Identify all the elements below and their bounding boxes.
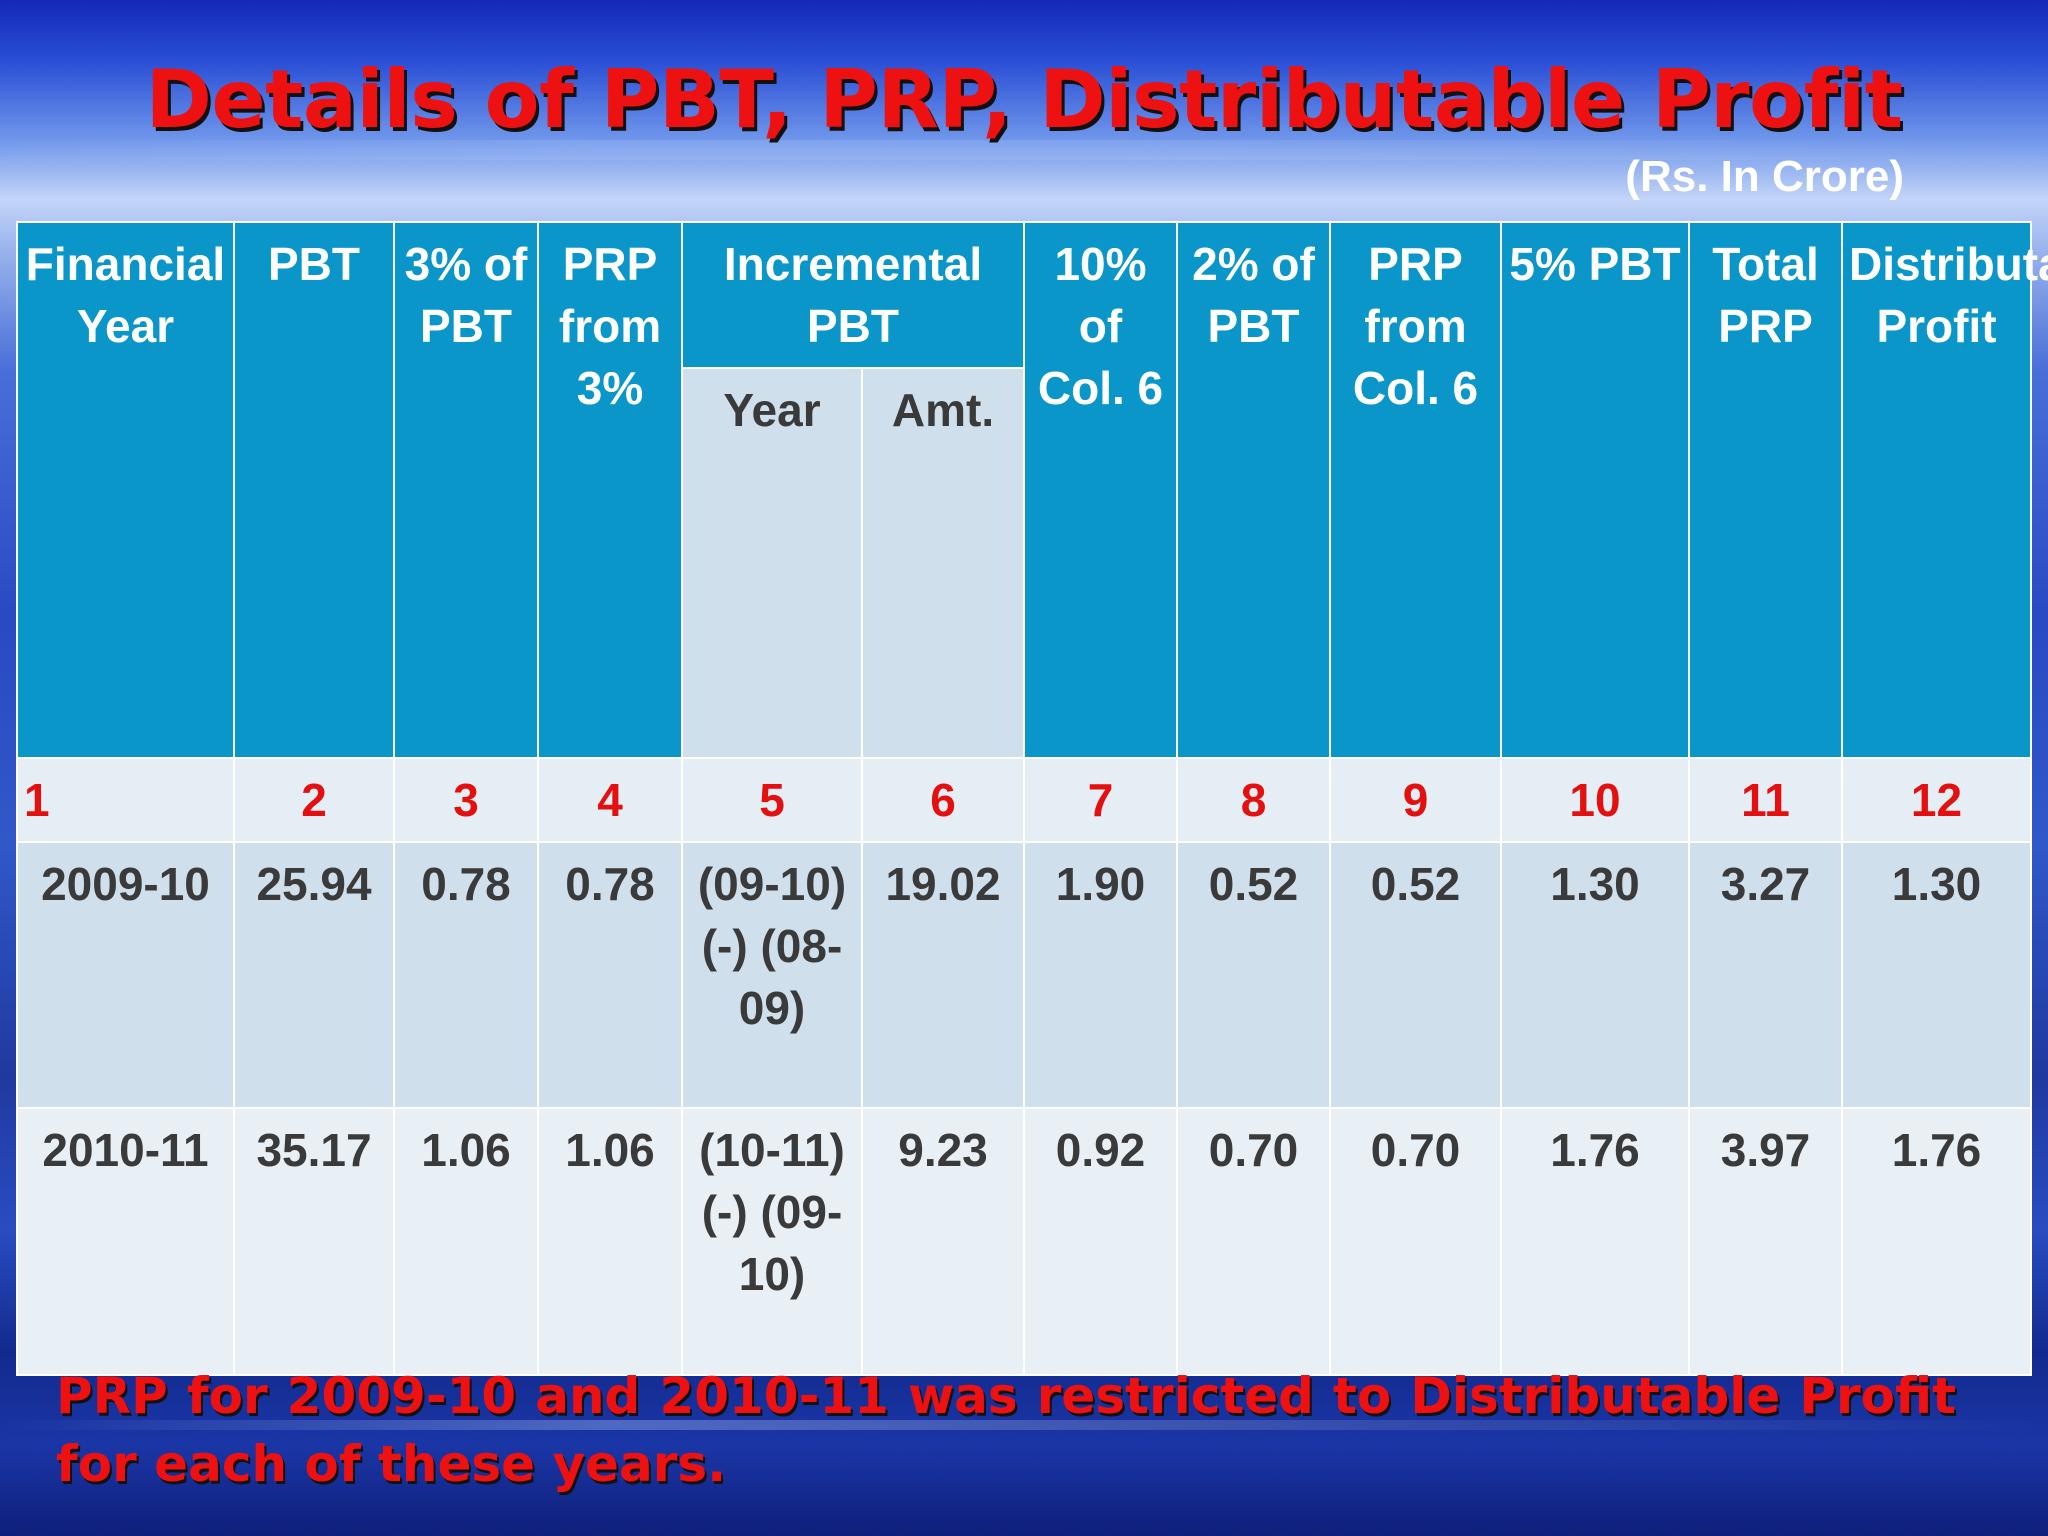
header-10pct-of-col6: 10% of Col. 6 [1023,221,1178,759]
header-5pct-pbt: 5% PBT [1500,221,1690,759]
header-2pct-of-pbt: 2% of PBT [1176,221,1331,759]
subheader-year: Year [681,367,863,759]
column-number: 5 [681,757,863,843]
background-streak [0,1420,2048,1430]
header-incremental-pbt: Incremental PBT [681,221,1025,369]
cell-2pct-of-pbt: 0.52 [1176,841,1331,1109]
cell-financial-year: 2010-11 [16,1107,235,1376]
header-prp-from-3pct: PRP from 3% [537,221,683,759]
column-number: 4 [537,757,683,843]
header-row: Financial Year PBT 3% of PBT PRP from 3%… [16,221,2048,759]
column-number-row: 1 2 3 4 5 6 7 8 9 10 11 12 [16,757,2032,843]
column-number: 10 [1500,757,1690,843]
cell-distributable-profit: 1.76 [1841,1107,2032,1376]
cell-incremental-amt: 19.02 [861,841,1025,1109]
cell-financial-year: 2009-10 [16,841,235,1109]
cell-10pct-of-col6: 0.92 [1023,1107,1178,1376]
subheader-row: Year Amt. [17,367,2031,759]
cell-total-prp: 3.27 [1688,841,1843,1109]
background-streak [0,140,2048,160]
cell-prp-from-col6: 0.70 [1329,1107,1502,1376]
subheader-amt: Amt. [861,367,1025,759]
footnote: PRP for 2009-10 and 2010-11 was restrict… [56,1367,1956,1493]
column-number: 3 [393,757,539,843]
table-row: 2009-10 25.94 0.78 0.78 (09-10) (-) (08-… [16,841,2032,1109]
column-number: 9 [1329,757,1502,843]
column-number: 2 [233,757,395,843]
header-financial-year: Financial Year [16,221,235,759]
header-3pct-of-pbt: 3% of PBT [393,221,539,759]
column-number: 6 [861,757,1025,843]
column-number: 11 [1688,757,1843,843]
unit-label: (Rs. In Crore) [1625,152,1904,201]
cell-3pct-of-pbt: 0.78 [393,841,539,1109]
column-number: 7 [1023,757,1178,843]
cell-incremental-year: (09-10) (-) (08-09) [681,841,863,1109]
cell-pbt: 35.17 [233,1107,395,1376]
cell-3pct-of-pbt: 1.06 [393,1107,539,1376]
slide-title: Details of PBT, PRP, Distributable Profi… [145,53,1903,146]
cell-prp-from-3pct: 1.06 [537,1107,683,1376]
column-number: 1 [16,757,235,843]
cell-incremental-year: (10-11) (-) (09-10) [681,1107,863,1376]
cell-incremental-amt: 9.23 [861,1107,1025,1376]
cell-5pct-pbt: 1.30 [1500,841,1690,1109]
header-total-prp: Total PRP [1688,221,1843,759]
cell-2pct-of-pbt: 0.70 [1176,1107,1331,1376]
cell-total-prp: 3.97 [1688,1107,1843,1376]
column-number: 8 [1176,757,1331,843]
cell-prp-from-col6: 0.52 [1329,841,1502,1109]
cell-prp-from-3pct: 0.78 [537,841,683,1109]
profit-details-table: Financial Year PBT 3% of PBT PRP from 3%… [16,221,2048,1376]
cell-10pct-of-col6: 1.90 [1023,841,1178,1109]
header-distributable-profit: Distributable Profit [1841,221,2048,759]
column-number: 12 [1841,757,2032,843]
table-row: 2010-11 35.17 1.06 1.06 (10-11) (-) (09-… [16,1107,2032,1376]
header-prp-from-col6: PRP from Col. 6 [1329,221,1502,759]
cell-pbt: 25.94 [233,841,395,1109]
cell-5pct-pbt: 1.76 [1500,1107,1690,1376]
cell-distributable-profit: 1.30 [1841,841,2032,1109]
header-pbt: PBT [233,221,395,759]
